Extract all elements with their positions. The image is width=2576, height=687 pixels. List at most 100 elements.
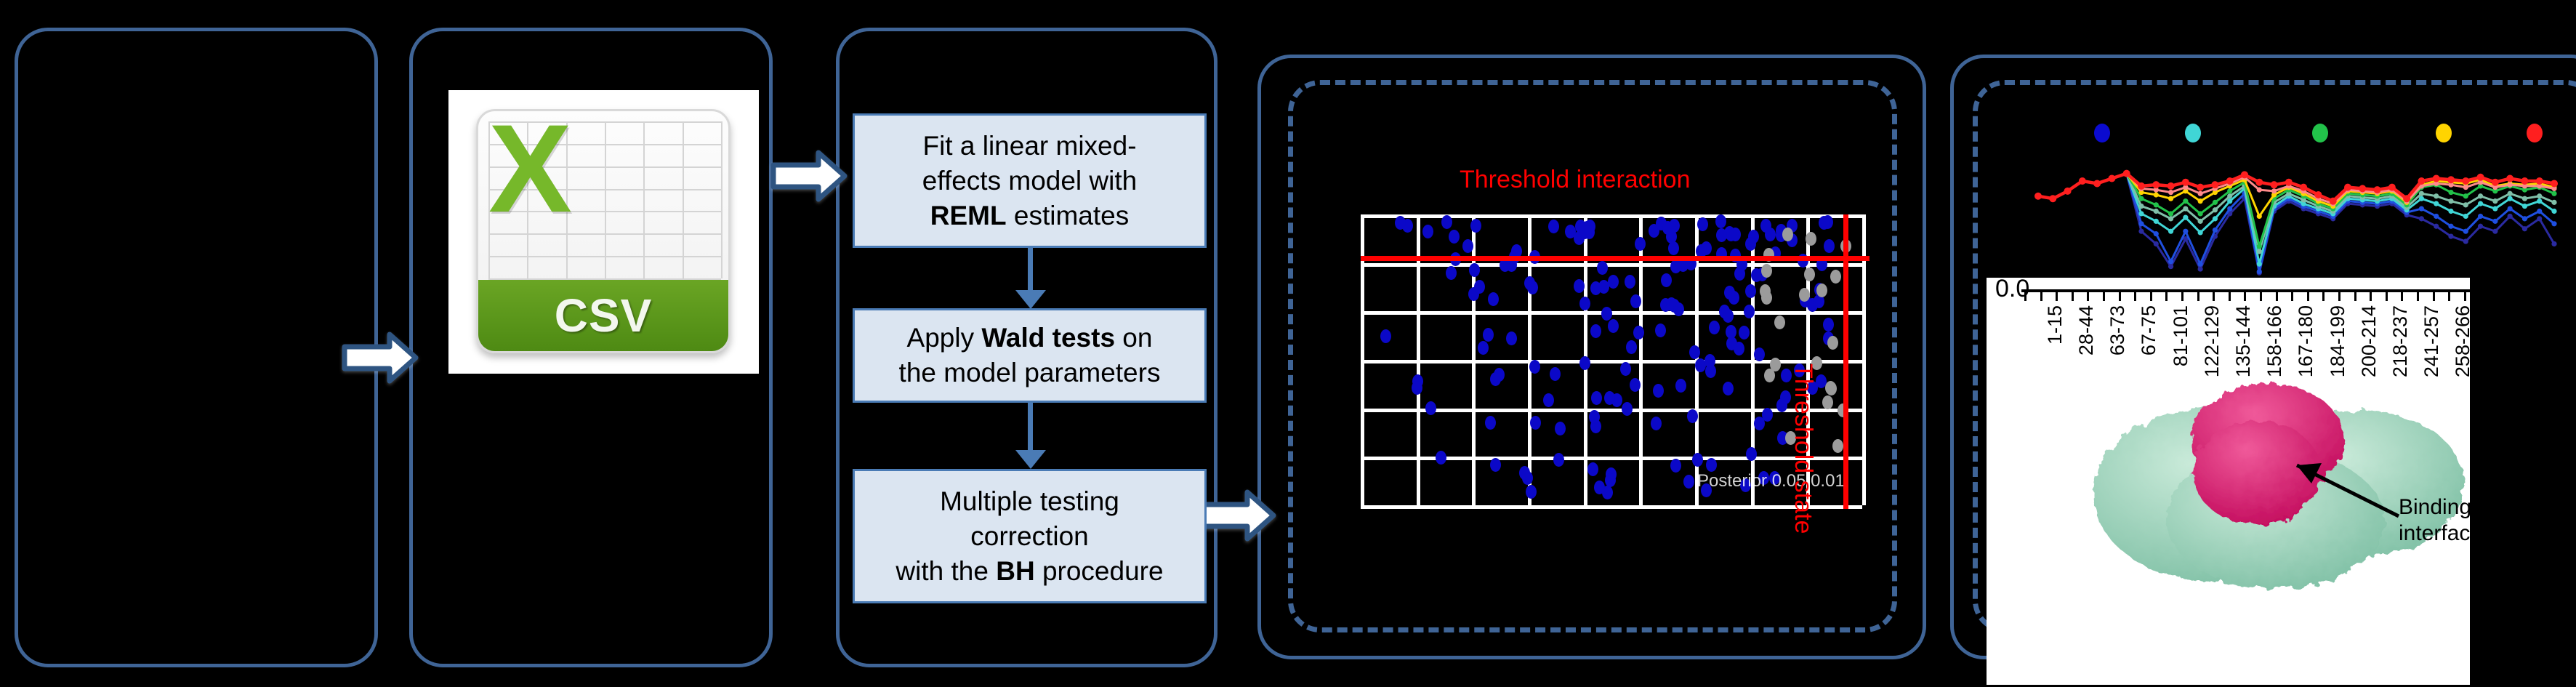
- line-data-point: [2183, 236, 2189, 242]
- grid-line: [488, 121, 490, 278]
- scatter-point: [1740, 478, 1751, 492]
- scatter-point: [1594, 481, 1605, 494]
- line-data-point: [2241, 171, 2248, 179]
- scatter-point: [1827, 336, 1838, 350]
- x-axis-tick: [2322, 289, 2325, 301]
- x-axis-tick-label: 28-44: [2075, 305, 2097, 356]
- scatter-point: [1760, 284, 1771, 298]
- line-data-point: [2153, 218, 2159, 224]
- threshold-interaction-line: [1361, 256, 1869, 261]
- flow-step-fit-model[interactable]: Fit a linear mixed- effects model with R…: [853, 113, 1207, 248]
- line-data-point: [2286, 190, 2292, 196]
- line-data-point: [2448, 189, 2454, 196]
- scatter-point: [1449, 230, 1460, 244]
- line-data-point: [2463, 202, 2468, 208]
- line-data-point: [2227, 206, 2233, 212]
- flow-step-wald-tests[interactable]: Apply Wald tests on the model parameters: [853, 308, 1207, 403]
- scatter-point: [1565, 225, 1576, 238]
- x-axis-tick: [2197, 289, 2199, 301]
- line-data-point: [2434, 223, 2439, 229]
- line-data-point: [2256, 244, 2262, 249]
- line-data-point: [2329, 197, 2337, 205]
- scatter-point: [1662, 221, 1673, 235]
- scatter-ghost-axis-text: Posterior 0.05 0.01: [1697, 471, 1845, 491]
- scatter-gridline-horizontal: [1361, 263, 1862, 267]
- line-data-point: [2256, 261, 2262, 267]
- line-data-point: [2551, 199, 2557, 205]
- scatter-point: [1598, 280, 1609, 294]
- scatter-point: [1584, 225, 1595, 239]
- csv-icon-label: CSV: [554, 289, 653, 342]
- scatter-point: [1754, 347, 1765, 361]
- scatter-point: [1734, 267, 1745, 281]
- scatter-point: [1655, 324, 1666, 337]
- line-data-point: [2183, 214, 2189, 220]
- line-data-point: [2477, 213, 2484, 220]
- scatter-point: [1706, 458, 1717, 472]
- line-data-point: [2034, 192, 2042, 200]
- line-data-point: [2122, 169, 2130, 177]
- flow-step-multiple-testing[interactable]: Multiple testing correction with the BH …: [853, 469, 1207, 603]
- scatter-point: [1716, 228, 1727, 242]
- scatter-point: [1745, 237, 1756, 251]
- scatter-point: [1462, 239, 1473, 253]
- scatter-point: [1807, 381, 1818, 395]
- scatter-point: [1591, 391, 1602, 405]
- line-data-point: [2227, 198, 2233, 204]
- scatter-point: [1506, 332, 1517, 345]
- line-data-point: [2507, 190, 2513, 196]
- scatter-point: [1683, 475, 1694, 489]
- excel-x-glyph: X: [488, 109, 572, 238]
- threshold-state-line: [1843, 214, 1848, 509]
- line-data-point: [2418, 216, 2425, 222]
- x-axis-tick: [2354, 289, 2356, 301]
- scatter-point: [1705, 364, 1716, 378]
- scatter-point: [1608, 319, 1619, 333]
- flow-step-multiple-testing-text: Multiple testing correction with the BH …: [895, 486, 1164, 586]
- line-data-point: [2168, 264, 2174, 270]
- line-data-point: [2256, 213, 2262, 220]
- scatter-point: [1590, 324, 1601, 338]
- scatter-point: [1550, 367, 1561, 381]
- scatter-point: [1587, 462, 1598, 476]
- scatter-point: [1724, 286, 1735, 300]
- scatter-point: [1490, 372, 1501, 386]
- x-axis-tick: [2072, 289, 2074, 301]
- scatter-point: [1635, 237, 1646, 251]
- scatter-point: [1653, 384, 1664, 398]
- legend-dot: [2436, 124, 2452, 142]
- line-data-point: [2344, 183, 2351, 191]
- panel-right-mask: [2470, 278, 2576, 685]
- x-axis-tick: [2370, 289, 2372, 301]
- grid-line: [643, 121, 645, 278]
- line-data-point: [2212, 207, 2218, 213]
- x-axis-tick: [2150, 289, 2152, 301]
- scatter-point: [1715, 214, 1726, 228]
- scatter-point: [1819, 216, 1830, 230]
- line-data-point: [2434, 201, 2439, 206]
- line-data-point: [2138, 196, 2144, 201]
- scatter-point: [1770, 358, 1781, 371]
- scatter-point: [1511, 244, 1522, 258]
- scatter-point: [1589, 410, 1600, 424]
- x-axis-tick: [2307, 289, 2309, 301]
- line-data-point: [2301, 201, 2306, 206]
- grid-line: [488, 278, 721, 280]
- line-data-point: [2300, 183, 2308, 191]
- line-data-point: [2168, 216, 2174, 222]
- legend-dot: [2094, 124, 2110, 142]
- x-axis-tick: [2291, 289, 2293, 301]
- threshold-interaction-label: Threshold interaction: [1460, 166, 1691, 193]
- line-data-point: [2168, 259, 2174, 265]
- line-data-point: [2448, 233, 2454, 239]
- x-axis-tick: [2386, 289, 2388, 301]
- line-data-point: [2492, 218, 2498, 224]
- line-data-point: [2477, 201, 2484, 206]
- x-axis-tick: [2134, 289, 2136, 301]
- line-data-point: [2491, 178, 2499, 186]
- scatter-point: [1670, 260, 1681, 273]
- grid-line: [721, 121, 723, 278]
- threshold-state-label: Threshold state: [1790, 363, 1817, 534]
- scatter-point: [1811, 356, 1822, 370]
- grid-line: [566, 121, 568, 278]
